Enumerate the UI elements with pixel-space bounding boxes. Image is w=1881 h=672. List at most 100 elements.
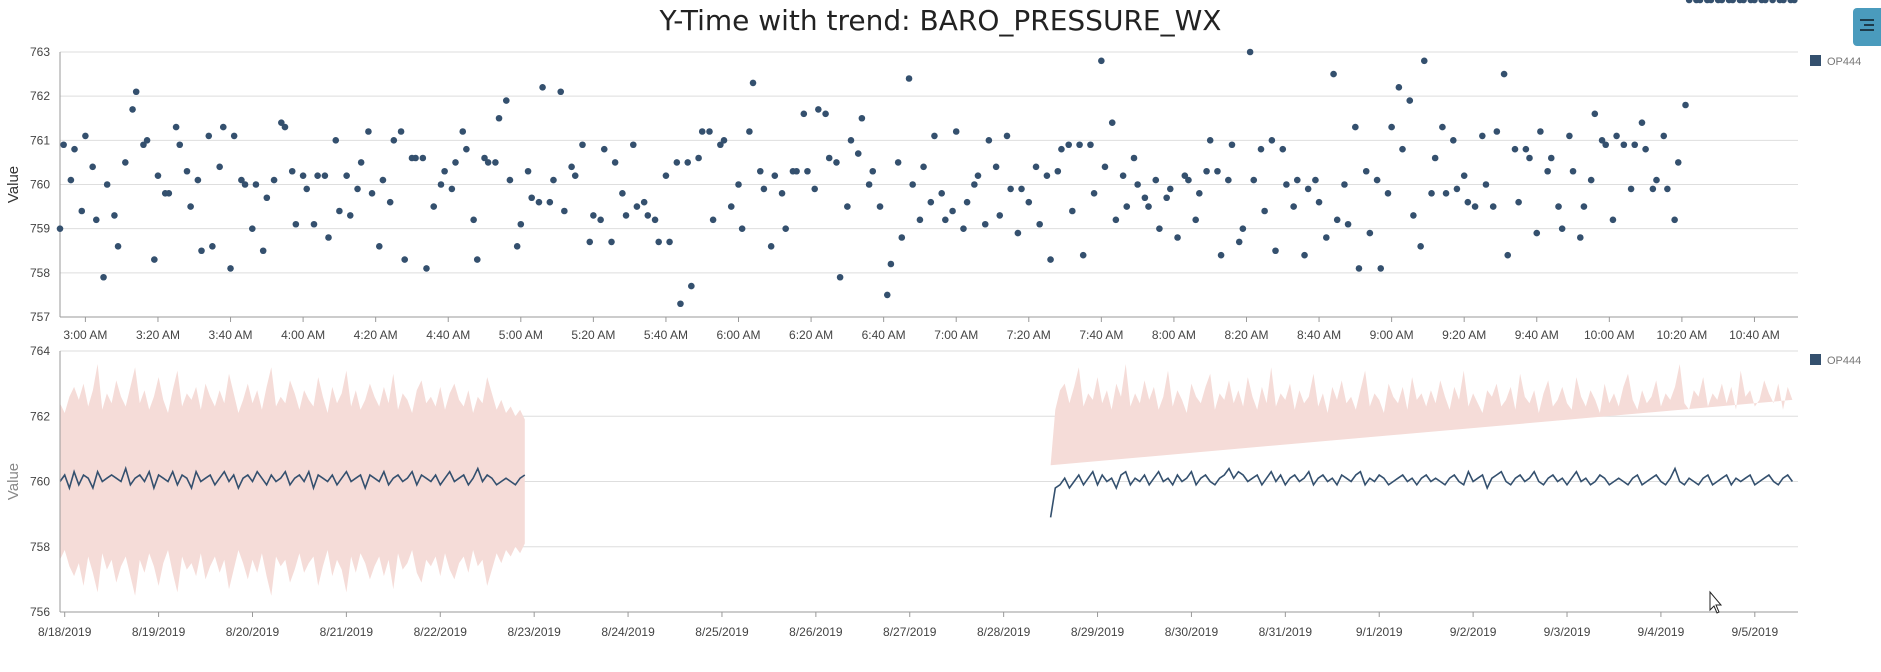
data-point [1769,0,1776,4]
data-point [546,198,554,206]
x-tick-label: 9/4/2019 [1638,625,1685,639]
data-point [1780,0,1787,4]
data-point [219,123,227,131]
data-point [561,207,568,215]
data-point [346,212,354,219]
data-point [688,282,695,290]
data-point [1032,163,1040,171]
x-tick-label: 8/30/2019 [1165,625,1219,639]
x-tick-label: 8/25/2019 [695,625,749,639]
data-point [992,163,1000,171]
data-point [209,243,216,250]
data-point [1250,176,1258,184]
data-point [1613,132,1620,140]
x-tick-label: 3:20 AM [136,328,180,342]
data-point [985,137,993,144]
y-tick-label: 763 [30,45,50,59]
x-tick-label: 6:40 AM [862,328,906,342]
data-point [684,159,692,166]
y-tick-label: 762 [30,89,50,103]
data-point [1076,141,1083,149]
data-point [1569,167,1577,175]
data-point [760,185,768,193]
data-point [844,203,851,210]
data-point [858,114,866,122]
data-point [1279,145,1287,153]
data-point [677,300,684,308]
scatter-chart[interactable]: 757 758 759 760 761 762 763 3:00 AM 3:20 AM 3:40 … [0,0,1881,345]
y-axis-label: Value [5,166,22,203]
menu-button[interactable] [1853,8,1881,46]
data-point [1261,207,1268,215]
data-point [1406,97,1414,104]
data-point [1341,181,1348,188]
data-point [524,167,532,175]
data-point [263,194,271,202]
data-point [448,185,456,193]
data-point [122,159,129,166]
data-point [172,123,180,131]
data-point [354,185,361,193]
data-point [1674,159,1682,166]
data-point [1290,203,1297,210]
data-point [1112,216,1120,224]
data-point [1152,176,1160,184]
data-point [1123,203,1131,210]
data-point [299,172,307,179]
data-point [1526,154,1533,162]
x-tick-label: 10:00 AM [1584,328,1635,342]
x-tick-label: 5:00 AM [499,328,543,342]
data-point [325,234,332,241]
data-point [1751,0,1758,4]
data-point [452,159,459,166]
x-tick-label: 10:20 AM [1657,328,1708,342]
data-point [1301,251,1308,259]
data-point [1479,132,1486,140]
data-point [938,190,945,197]
data-point [905,75,913,82]
data-point [1707,0,1715,4]
data-point [165,190,173,197]
data-point [419,154,427,162]
data-point [800,110,808,118]
data-point [1399,145,1406,153]
data-point [1185,176,1192,184]
x-tick-label: 4:20 AM [354,328,398,342]
data-point [517,220,525,228]
data-point [1428,190,1435,197]
data-point [78,207,86,215]
x-tick-label: 6:00 AM [716,328,760,342]
data-point [1395,84,1403,91]
data-point [343,172,350,179]
data-point [1069,207,1076,215]
data-point [1664,185,1671,193]
data-point [1090,190,1098,197]
y-axis-label: Value [5,463,22,500]
data-point [887,260,895,268]
data-point [397,128,405,135]
x-tick-label: 9:00 AM [1370,328,1414,342]
data-point [1174,234,1181,241]
data-point [412,154,419,162]
data-point [909,181,916,188]
data-point [1054,167,1062,175]
data-point [1373,176,1381,184]
legend-label: OP444 [1827,355,1861,367]
data-point [1130,154,1138,162]
data-point [1504,251,1512,259]
data-point [1566,132,1573,140]
data-point [176,141,184,149]
data-point [129,106,136,113]
data-point [336,207,343,215]
data-point [942,216,949,224]
data-point [1537,128,1544,135]
data-point [1166,185,1174,193]
data-point [154,172,162,179]
y-tick-label: 759 [30,222,50,236]
data-point [205,132,213,140]
data-point [1580,203,1588,210]
page-title: Y-Time with trend: BARO_PRESSURE_WX [659,4,1222,37]
data-point [825,154,833,162]
data-point [1511,145,1519,153]
